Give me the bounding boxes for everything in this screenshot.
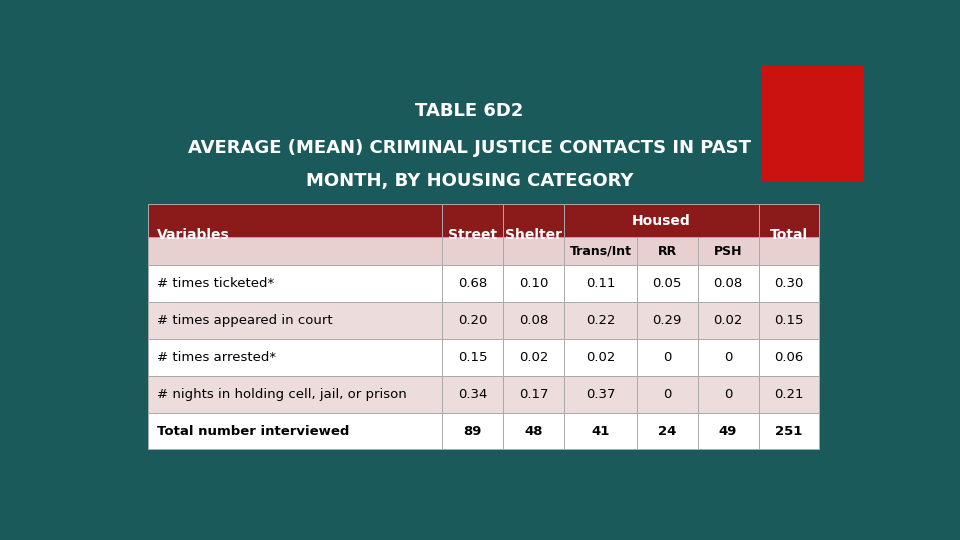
- Text: 0: 0: [724, 388, 732, 401]
- Bar: [148, 266, 443, 302]
- Text: 0.10: 0.10: [519, 278, 548, 291]
- Text: Trans/Int: Trans/Int: [569, 245, 632, 258]
- Bar: [503, 302, 564, 339]
- Bar: [636, 376, 698, 413]
- Text: TABLE 6D2: TABLE 6D2: [416, 102, 524, 119]
- Bar: [636, 339, 698, 376]
- Text: 0.15: 0.15: [774, 314, 804, 327]
- Text: 0.22: 0.22: [586, 314, 615, 327]
- Bar: [758, 237, 820, 266]
- Text: # times appeared in court: # times appeared in court: [157, 314, 333, 327]
- Bar: [503, 266, 564, 302]
- Text: Street: Street: [448, 228, 497, 242]
- Bar: [148, 376, 443, 413]
- Bar: [503, 204, 564, 266]
- Text: # times ticketed*: # times ticketed*: [157, 278, 275, 291]
- Text: Total number interviewed: Total number interviewed: [157, 424, 349, 437]
- Bar: [148, 339, 443, 376]
- Bar: [758, 266, 820, 302]
- Bar: [443, 237, 503, 266]
- Bar: [564, 302, 636, 339]
- Text: 0: 0: [663, 388, 671, 401]
- Text: MONTH, BY HOUSING CATEGORY: MONTH, BY HOUSING CATEGORY: [306, 172, 634, 190]
- Text: 0.11: 0.11: [586, 278, 615, 291]
- Bar: [698, 302, 758, 339]
- Bar: [698, 339, 758, 376]
- Text: AVERAGE (MEAN) CRIMINAL JUSTICE CONTACTS IN PAST: AVERAGE (MEAN) CRIMINAL JUSTICE CONTACTS…: [188, 139, 751, 157]
- Text: 0.08: 0.08: [713, 278, 743, 291]
- Bar: [698, 266, 758, 302]
- Text: 0.06: 0.06: [775, 351, 804, 364]
- Bar: [443, 376, 503, 413]
- Bar: [636, 413, 698, 449]
- Bar: [564, 339, 636, 376]
- Text: 0.29: 0.29: [653, 314, 682, 327]
- Text: Housed: Housed: [632, 214, 690, 228]
- Text: 0.34: 0.34: [458, 388, 488, 401]
- Bar: [564, 413, 636, 449]
- Text: 41: 41: [591, 424, 610, 437]
- Bar: [564, 266, 636, 302]
- Bar: [758, 302, 820, 339]
- Bar: [503, 237, 564, 266]
- Bar: [758, 204, 820, 266]
- Bar: [698, 376, 758, 413]
- Text: 0.05: 0.05: [653, 278, 682, 291]
- Bar: [503, 376, 564, 413]
- Bar: [443, 266, 503, 302]
- Bar: [758, 413, 820, 449]
- Text: 0.02: 0.02: [713, 314, 743, 327]
- Text: Shelter: Shelter: [505, 228, 563, 242]
- Bar: [443, 339, 503, 376]
- Text: 251: 251: [776, 424, 803, 437]
- Text: # times arrested*: # times arrested*: [157, 351, 276, 364]
- Text: 0.20: 0.20: [458, 314, 488, 327]
- Bar: [443, 413, 503, 449]
- Text: 48: 48: [524, 424, 543, 437]
- Bar: [148, 413, 443, 449]
- Text: Total: Total: [770, 228, 808, 242]
- Bar: [761, 65, 864, 181]
- Bar: [698, 237, 758, 266]
- Text: # nights in holding cell, jail, or prison: # nights in holding cell, jail, or priso…: [157, 388, 407, 401]
- Bar: [564, 204, 758, 237]
- Bar: [148, 204, 443, 266]
- Text: 0.21: 0.21: [774, 388, 804, 401]
- Bar: [443, 204, 503, 266]
- Bar: [148, 237, 443, 266]
- Bar: [148, 302, 443, 339]
- Bar: [758, 376, 820, 413]
- Bar: [503, 339, 564, 376]
- Text: 0.17: 0.17: [519, 388, 548, 401]
- Text: 49: 49: [719, 424, 737, 437]
- Text: RR: RR: [658, 245, 677, 258]
- Text: 0.68: 0.68: [458, 278, 488, 291]
- Text: Variables: Variables: [157, 228, 230, 242]
- Text: PSH: PSH: [714, 245, 742, 258]
- Bar: [698, 413, 758, 449]
- Text: 0.37: 0.37: [586, 388, 615, 401]
- Text: 0.02: 0.02: [586, 351, 615, 364]
- Text: 0.02: 0.02: [519, 351, 548, 364]
- Bar: [443, 302, 503, 339]
- Text: 89: 89: [464, 424, 482, 437]
- Text: 0.08: 0.08: [519, 314, 548, 327]
- Bar: [636, 266, 698, 302]
- Bar: [564, 376, 636, 413]
- Text: 0: 0: [663, 351, 671, 364]
- Bar: [564, 237, 636, 266]
- Text: 0.30: 0.30: [775, 278, 804, 291]
- Text: 24: 24: [658, 424, 677, 437]
- Text: 0.15: 0.15: [458, 351, 488, 364]
- Bar: [636, 237, 698, 266]
- Bar: [636, 302, 698, 339]
- Text: 0: 0: [724, 351, 732, 364]
- Bar: [758, 339, 820, 376]
- Bar: [503, 413, 564, 449]
